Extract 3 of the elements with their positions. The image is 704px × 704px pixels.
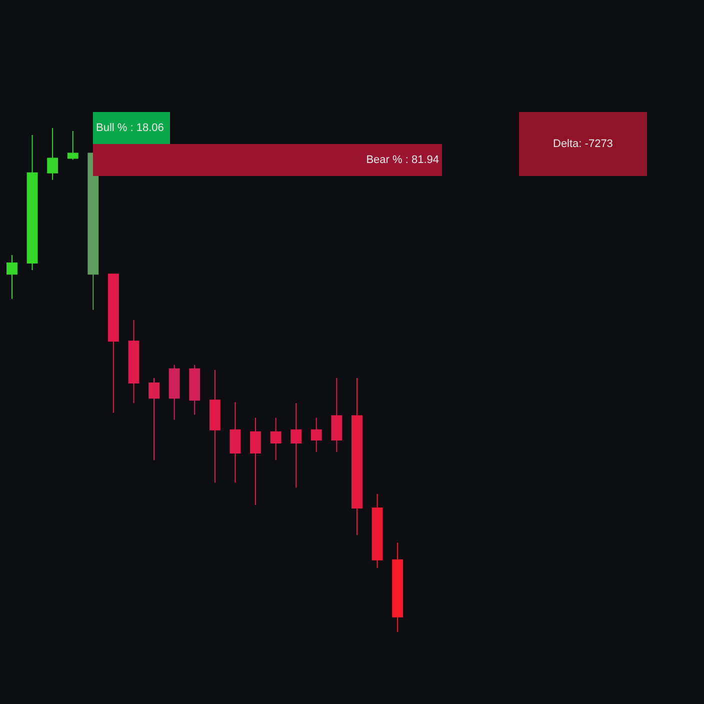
- text: Delta: -7273: [553, 138, 613, 150]
- data-label: Bear % : 81.94: [366, 154, 439, 166]
- data-label: Bull % : 18.06: [96, 122, 164, 134]
